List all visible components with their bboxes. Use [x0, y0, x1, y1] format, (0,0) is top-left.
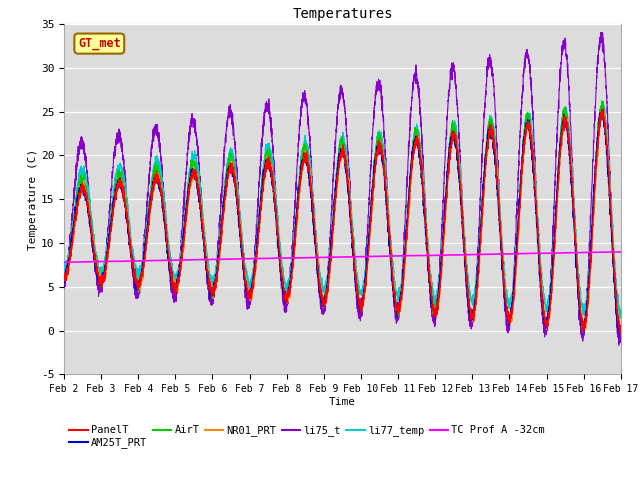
- Title: Temperatures: Temperatures: [292, 8, 393, 22]
- X-axis label: Time: Time: [329, 397, 356, 407]
- Legend: PanelT, AM25T_PRT, AirT, NR01_PRT, li75_t, li77_temp, TC Prof A -32cm: PanelT, AM25T_PRT, AirT, NR01_PRT, li75_…: [69, 425, 545, 448]
- Y-axis label: Temperature (C): Temperature (C): [28, 149, 38, 250]
- Text: GT_met: GT_met: [78, 37, 121, 50]
